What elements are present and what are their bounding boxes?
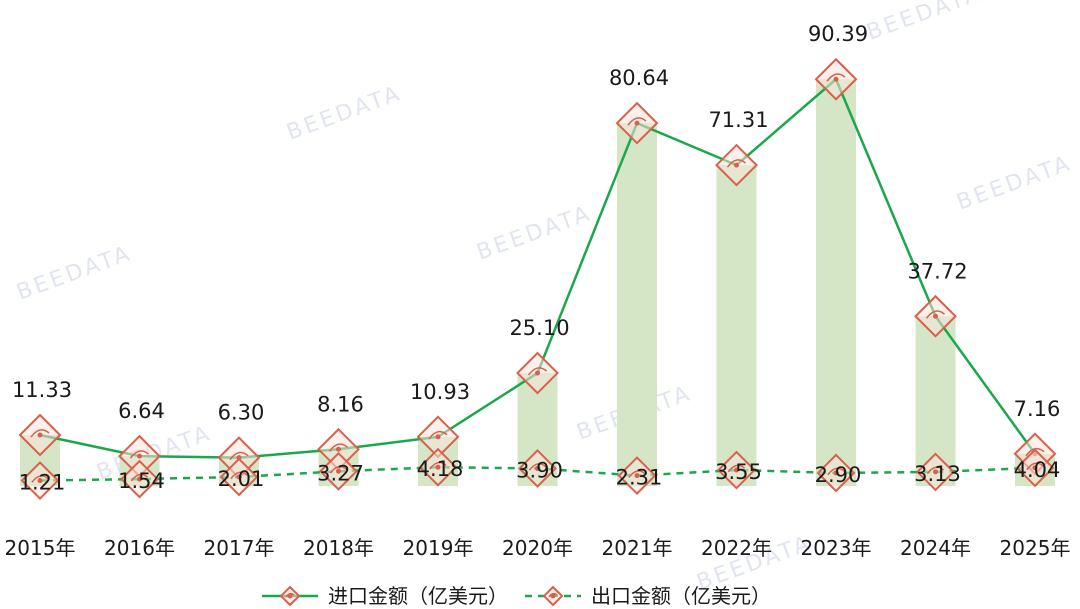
watermark-text: BEEDATA xyxy=(14,241,136,306)
export-value-label: 1.21 xyxy=(19,471,66,495)
import-value-label: 25.10 xyxy=(509,316,569,340)
import-bar xyxy=(816,79,856,487)
import-marker-icon xyxy=(516,351,559,395)
export-marker-icon xyxy=(1015,448,1055,488)
x-tick-label: 2017年 xyxy=(204,536,275,560)
legend-item-import: 进口金额（亿美元） xyxy=(262,584,508,608)
x-tick-label: 2023年 xyxy=(801,536,872,560)
export-value-label: 2.01 xyxy=(218,467,265,491)
import-marker-icon xyxy=(715,143,758,187)
x-axis-ticks: 2015年 2016年 2017年 2018年 2019年 2020年 2021年 2022年… xyxy=(5,536,1071,560)
legend-import-label: 进口金额（亿美元） xyxy=(328,584,508,608)
watermark-text: BEEDATA xyxy=(954,151,1076,216)
import-value-label: 6.30 xyxy=(218,401,265,425)
import-bar xyxy=(716,165,757,487)
import-value-label: 6.64 xyxy=(118,399,165,423)
x-tick-label: 2022年 xyxy=(701,536,772,560)
x-tick-label: 2024年 xyxy=(900,536,971,560)
export-value-label: 3.13 xyxy=(914,462,961,486)
watermark-text: BEEDATA xyxy=(474,201,596,266)
legend-import-marker-icon xyxy=(279,585,301,607)
watermark-text: BEEDATA xyxy=(864,0,986,46)
legend-marker-icon xyxy=(279,585,301,607)
export-value-label: 4.04 xyxy=(1014,458,1061,482)
export-marker-icon xyxy=(717,450,756,490)
watermark-layer: BEEDATABEEDATABEEDATABEEDATABEEDATABEEDA… xyxy=(14,0,1076,596)
x-tick-label: 2020年 xyxy=(502,536,573,560)
x-tick-label: 2016年 xyxy=(104,536,175,560)
series-markers xyxy=(18,57,1057,500)
export-marker-icon xyxy=(219,457,259,497)
import-marker-icon xyxy=(615,101,659,145)
import-value-label: 8.16 xyxy=(317,392,364,416)
import-value-label: 80.64 xyxy=(609,66,669,90)
x-tick-label: 2025年 xyxy=(1000,536,1071,560)
import-value-label: 10.93 xyxy=(410,380,470,404)
import-value-label: 90.39 xyxy=(808,22,868,46)
x-tick-label: 2015年 xyxy=(5,536,76,560)
legend: 进口金额（亿美元） 出口金额（亿美元） xyxy=(262,584,771,608)
export-marker-icon xyxy=(20,461,60,500)
export-marker-icon xyxy=(120,459,159,499)
watermark-text: BEEDATA xyxy=(284,81,406,146)
export-marker-icon xyxy=(418,447,458,487)
export-value-label: 3.27 xyxy=(317,461,364,485)
data-labels: 11.33 6.64 6.30 8.16 10.93 25.10 80.64 71.31 90.… xyxy=(12,22,1060,494)
x-tick-label: 2021年 xyxy=(602,536,673,560)
import-marker-icon xyxy=(814,57,858,101)
x-tick-label: 2018年 xyxy=(303,536,374,560)
import-value-label: 11.33 xyxy=(12,378,72,402)
export-marker-icon xyxy=(617,456,657,496)
legend-export-marker-icon xyxy=(542,585,564,607)
export-marker-icon xyxy=(319,451,358,491)
import-value-label: 71.31 xyxy=(708,108,768,132)
import-bars xyxy=(20,79,1055,487)
import-value-label: 7.16 xyxy=(1014,397,1061,421)
export-value-label: 2.90 xyxy=(815,463,862,487)
export-value-label: 3.55 xyxy=(715,460,762,484)
legend-item-export: 出口金额（亿美元） xyxy=(525,584,771,608)
x-tick-label: 2019年 xyxy=(403,536,474,560)
import-marker-icon xyxy=(18,413,62,457)
export-value-label: 1.54 xyxy=(118,469,165,493)
import-marker-icon xyxy=(914,294,957,338)
export-value-label: 2.31 xyxy=(616,466,663,490)
export-value-label: 4.18 xyxy=(417,457,464,481)
export-marker-icon xyxy=(816,453,856,493)
export-marker-icon xyxy=(518,449,557,488)
import-bar xyxy=(617,123,657,487)
export-marker-icon xyxy=(916,452,955,492)
import-value-label: 37.72 xyxy=(907,259,967,283)
export-value-label: 3.90 xyxy=(516,458,563,482)
legend-export-label: 出口金额（亿美元） xyxy=(591,584,771,608)
legend-marker-icon xyxy=(542,585,564,607)
